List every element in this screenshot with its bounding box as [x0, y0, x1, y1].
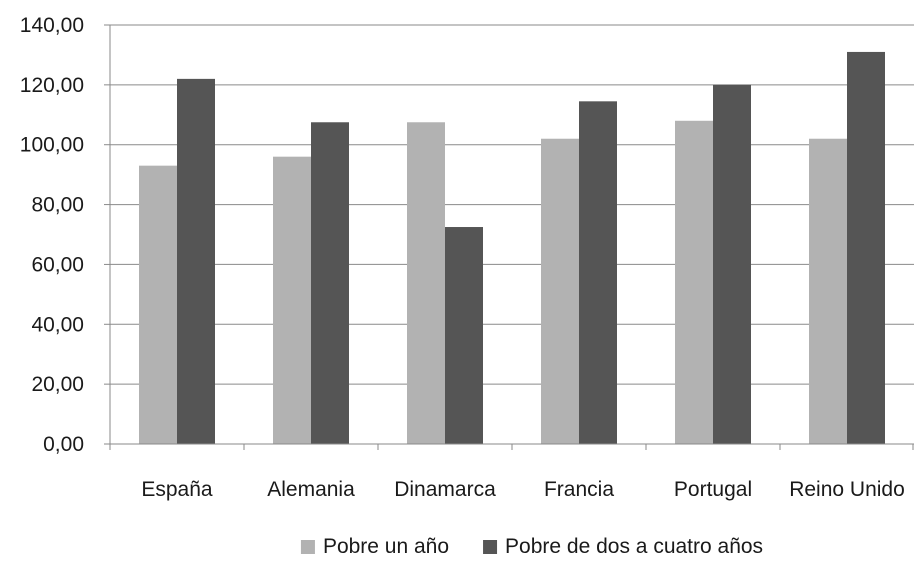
- x-tick-label: Alemania: [267, 478, 355, 501]
- bar-pobre-un-ano-2: [407, 122, 445, 445]
- y-tick-label: 80,00: [31, 194, 84, 217]
- y-tick-label: 140,00: [20, 14, 84, 37]
- x-tick-label: Reino Unido: [789, 478, 905, 501]
- y-tick-label: 20,00: [31, 373, 84, 396]
- legend-label: Pobre un año: [323, 535, 449, 558]
- bar-pobre-dos-a-cuatro-3: [579, 101, 617, 444]
- y-tick-label: 0,00: [43, 433, 84, 456]
- legend-swatch: [483, 540, 498, 554]
- bars: [139, 51, 885, 445]
- bar-pobre-un-ano-4: [675, 120, 713, 445]
- bar-pobre-un-ano-5: [809, 138, 847, 444]
- bar-pobre-un-ano-1: [273, 156, 311, 444]
- bar-pobre-dos-a-cuatro-1: [311, 122, 349, 445]
- axes: [104, 24, 914, 450]
- legend-label: Pobre de dos a cuatro años: [505, 535, 763, 558]
- x-tick-label: España: [141, 478, 213, 501]
- bar-pobre-dos-a-cuatro-4: [713, 84, 751, 444]
- bar-pobre-un-ano-0: [139, 165, 177, 444]
- legend-swatch: [300, 540, 315, 554]
- y-tick-label: 100,00: [20, 134, 84, 157]
- gridlines: [110, 24, 914, 385]
- y-tick-labels: 0,00 20,00 40,00 60,00 80,00 100,00 120,00 140,…: [20, 14, 84, 456]
- x-tick-label: Francia: [544, 478, 614, 501]
- legend: Pobre un año Pobre de dos a cuatro años: [300, 535, 763, 558]
- x-tick-labels: España Alemania Dinamarca Francia Portugal Re…: [141, 478, 904, 501]
- bar-pobre-dos-a-cuatro-2: [445, 227, 483, 444]
- bar-pobre-dos-a-cuatro-0: [177, 78, 215, 444]
- y-tick-label: 40,00: [31, 313, 84, 336]
- bar-pobre-dos-a-cuatro-5: [847, 51, 885, 444]
- y-tick-label: 60,00: [31, 253, 84, 276]
- bar-pobre-un-ano-3: [541, 138, 579, 444]
- x-tick-label: Portugal: [674, 478, 752, 501]
- x-tick-label: Dinamarca: [394, 478, 496, 501]
- y-tick-label: 120,00: [20, 74, 84, 97]
